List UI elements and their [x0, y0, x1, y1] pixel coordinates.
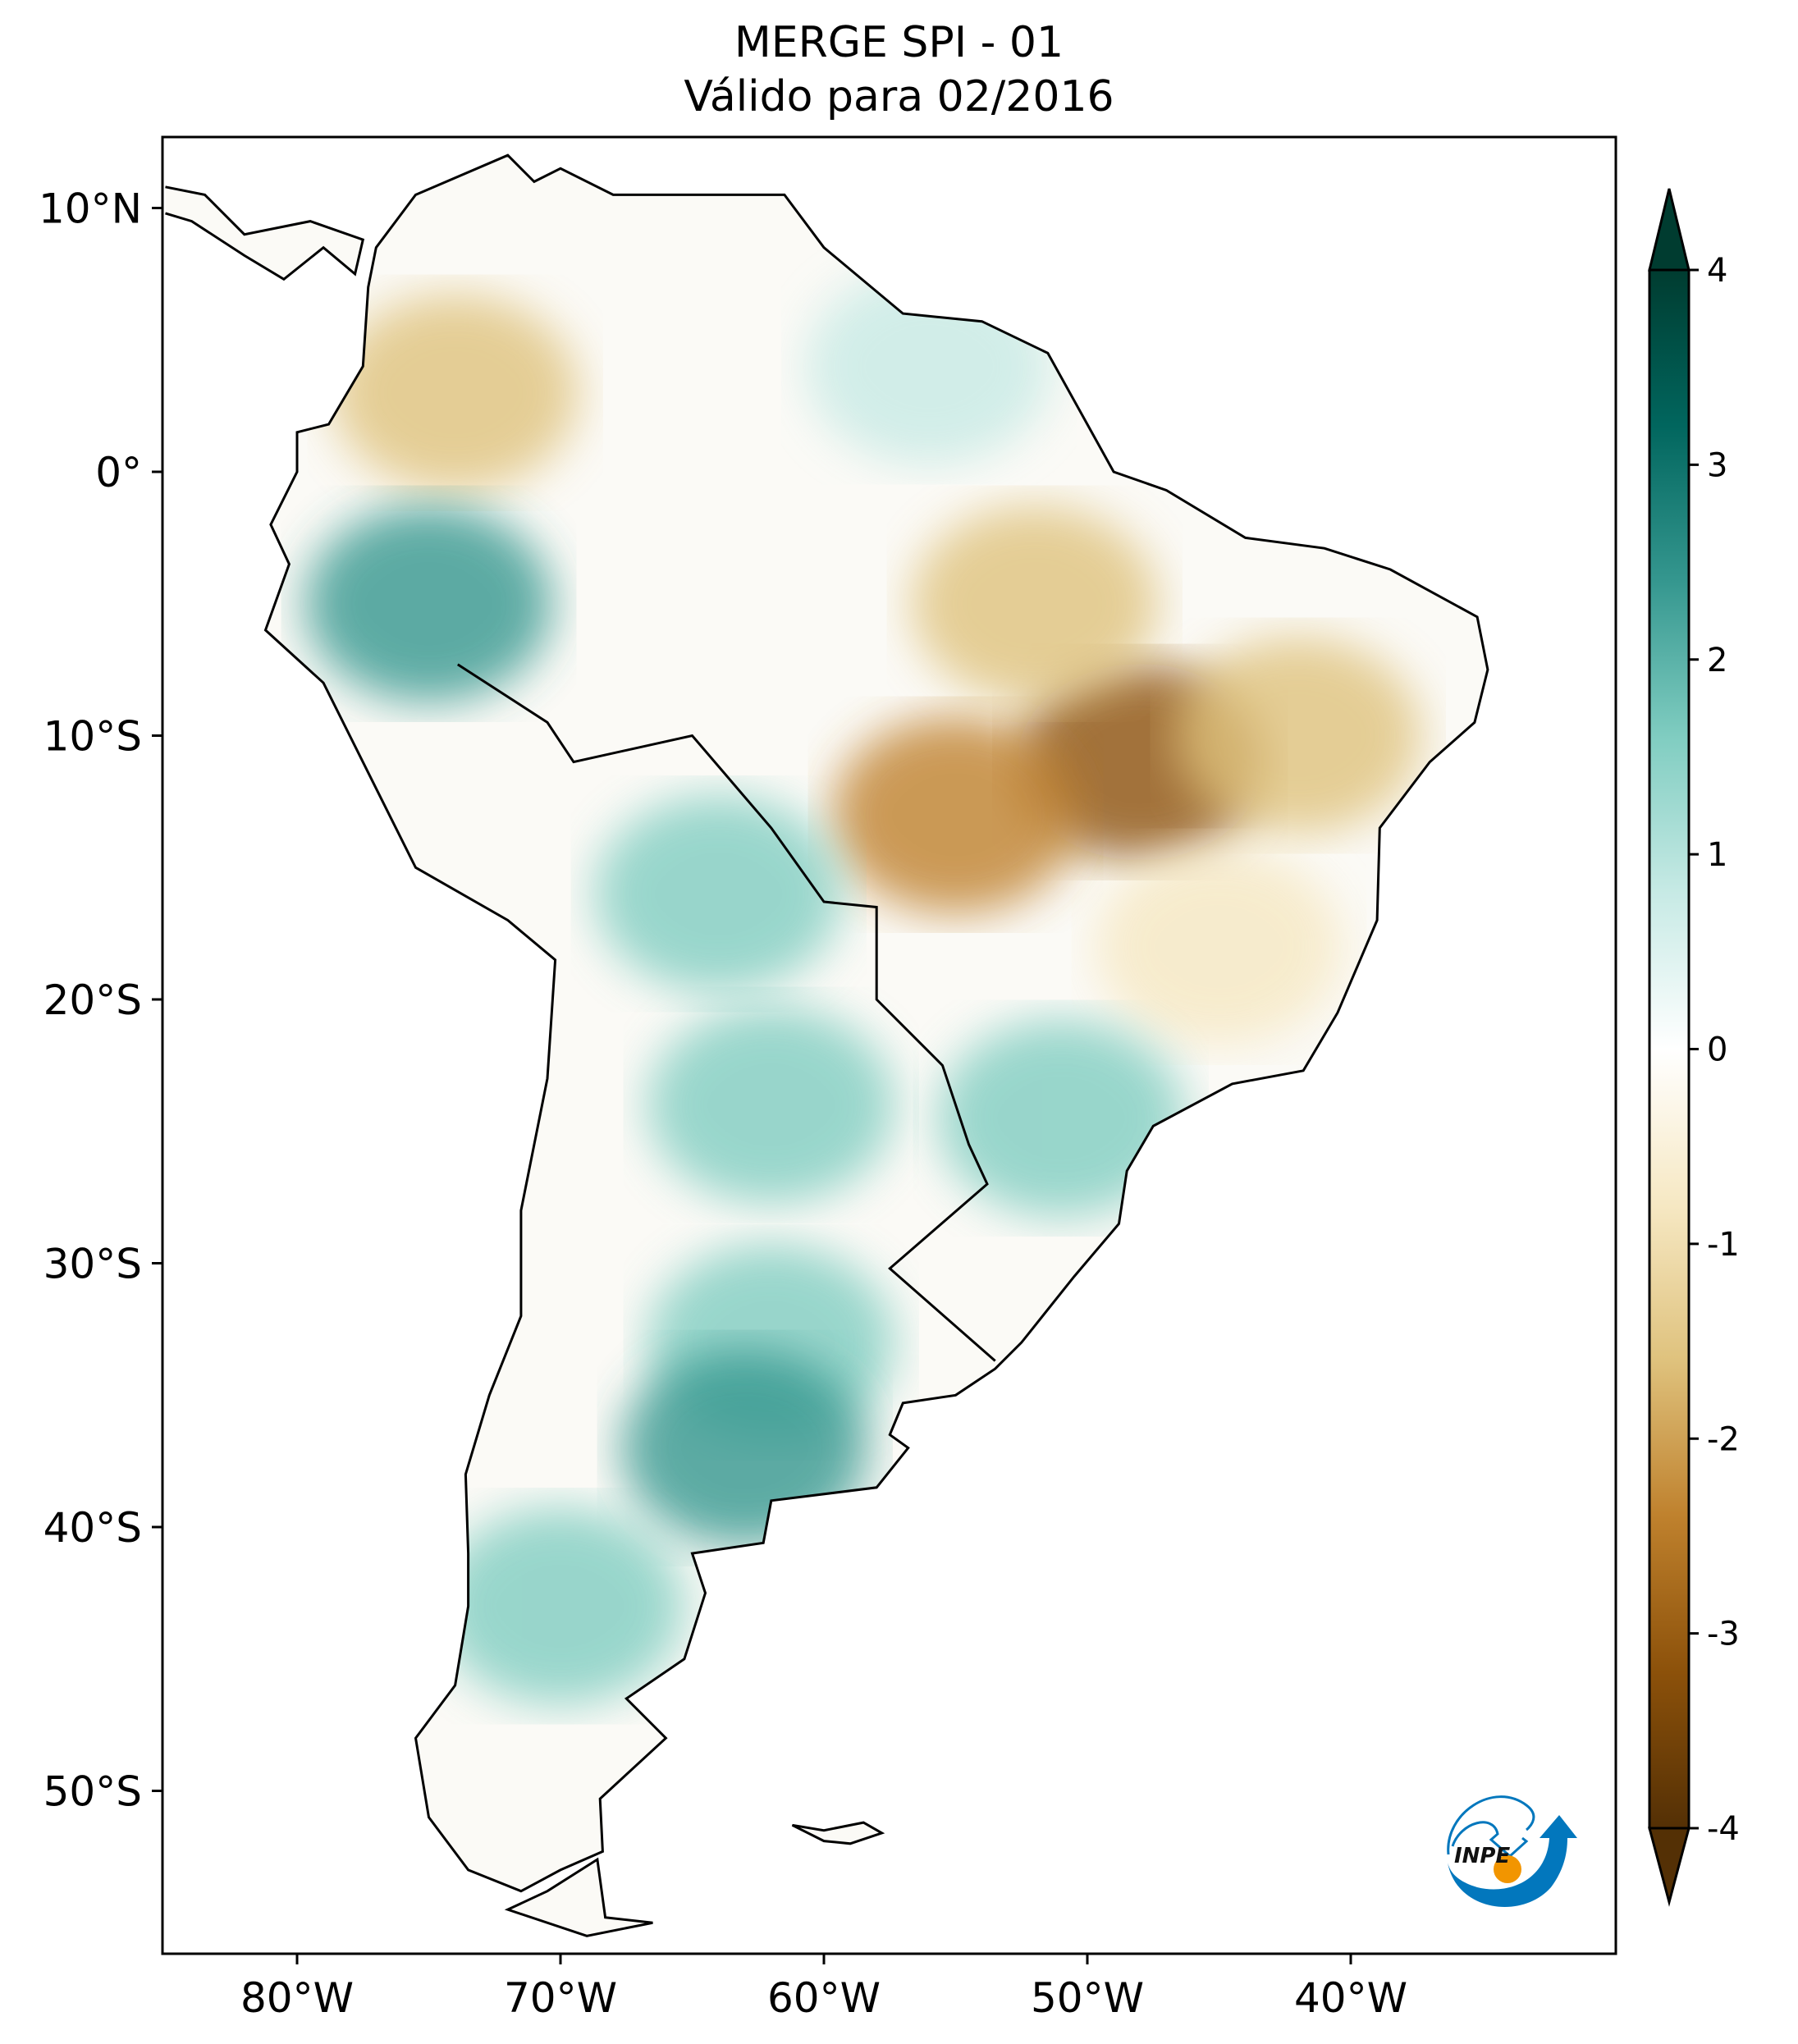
coastlines — [165, 153, 1489, 1937]
y-tick-label: 20°S — [43, 976, 142, 1024]
plot-frame — [161, 135, 1617, 1955]
spi-region — [621, 1349, 868, 1547]
colorbar-tick-label: 4 — [1707, 252, 1727, 290]
country-border — [456, 663, 996, 1362]
spi-region — [1174, 637, 1421, 835]
inpe-logo: INPE — [1447, 1795, 1577, 1907]
y-tick-label: 10°N — [39, 185, 142, 233]
coastline — [165, 185, 365, 281]
colorbar-tick-label: 3 — [1707, 446, 1727, 484]
spi-region — [937, 1019, 1184, 1217]
y-tick-label: 30°S — [43, 1241, 142, 1288]
spi-region — [305, 505, 552, 702]
colorbar-tick-label: -2 — [1707, 1420, 1740, 1458]
colorbar-tick-label: 1 — [1707, 836, 1727, 874]
y-tick-label: 50°S — [43, 1768, 142, 1816]
colorbar-tick-label: -3 — [1707, 1616, 1740, 1653]
x-tick-label: 60°W — [767, 1974, 881, 2022]
spi-field — [305, 268, 1421, 1705]
colorbar-tick-label: 2 — [1707, 642, 1727, 679]
y-tick-label: 0° — [95, 449, 142, 496]
spi-region — [806, 268, 1053, 465]
colorbar-extend-bottom — [1648, 1827, 1690, 1907]
spi-region — [647, 1006, 894, 1204]
logo-text: INPE — [1454, 1844, 1510, 1868]
spi-region — [595, 795, 842, 993]
colorbar: 4 3 2 1 0 -1 -2 -3 -4 — [1648, 188, 1740, 1907]
y-tick-label: 10°S — [43, 713, 142, 761]
spi-region — [437, 1507, 684, 1705]
x-tick-label: 40°W — [1294, 1974, 1407, 2022]
x-tick-label: 80°W — [240, 1974, 354, 2022]
spi-region — [911, 505, 1158, 702]
colorbar-tick-label: -4 — [1707, 1810, 1740, 1848]
x-axis: 80°W 70°W 60°W 50°W 40°W — [240, 1954, 1407, 2022]
spi-region — [832, 716, 1079, 913]
coastline — [504, 1857, 653, 1937]
coastline — [263, 153, 1489, 1893]
y-tick-label: 40°S — [43, 1504, 142, 1552]
spi-region — [1096, 848, 1343, 1045]
x-tick-label: 50°W — [1031, 1974, 1144, 2022]
colorbar-tick-label: -1 — [1707, 1226, 1740, 1264]
spi-region — [332, 294, 579, 492]
chart-subtitle: Válido para 02/2016 — [684, 72, 1114, 121]
colorbar-extend-top — [1648, 188, 1690, 272]
y-axis: 10°N 0° 10°S 20°S 30°S 40°S 50°S — [39, 185, 162, 1816]
x-tick-label: 70°W — [504, 1974, 617, 2022]
colorbar-tick-label: 0 — [1707, 1031, 1727, 1069]
colorbar-body — [1648, 268, 1690, 1830]
chart-title: MERGE SPI - 01 — [734, 18, 1064, 67]
coastline — [791, 1821, 885, 1845]
